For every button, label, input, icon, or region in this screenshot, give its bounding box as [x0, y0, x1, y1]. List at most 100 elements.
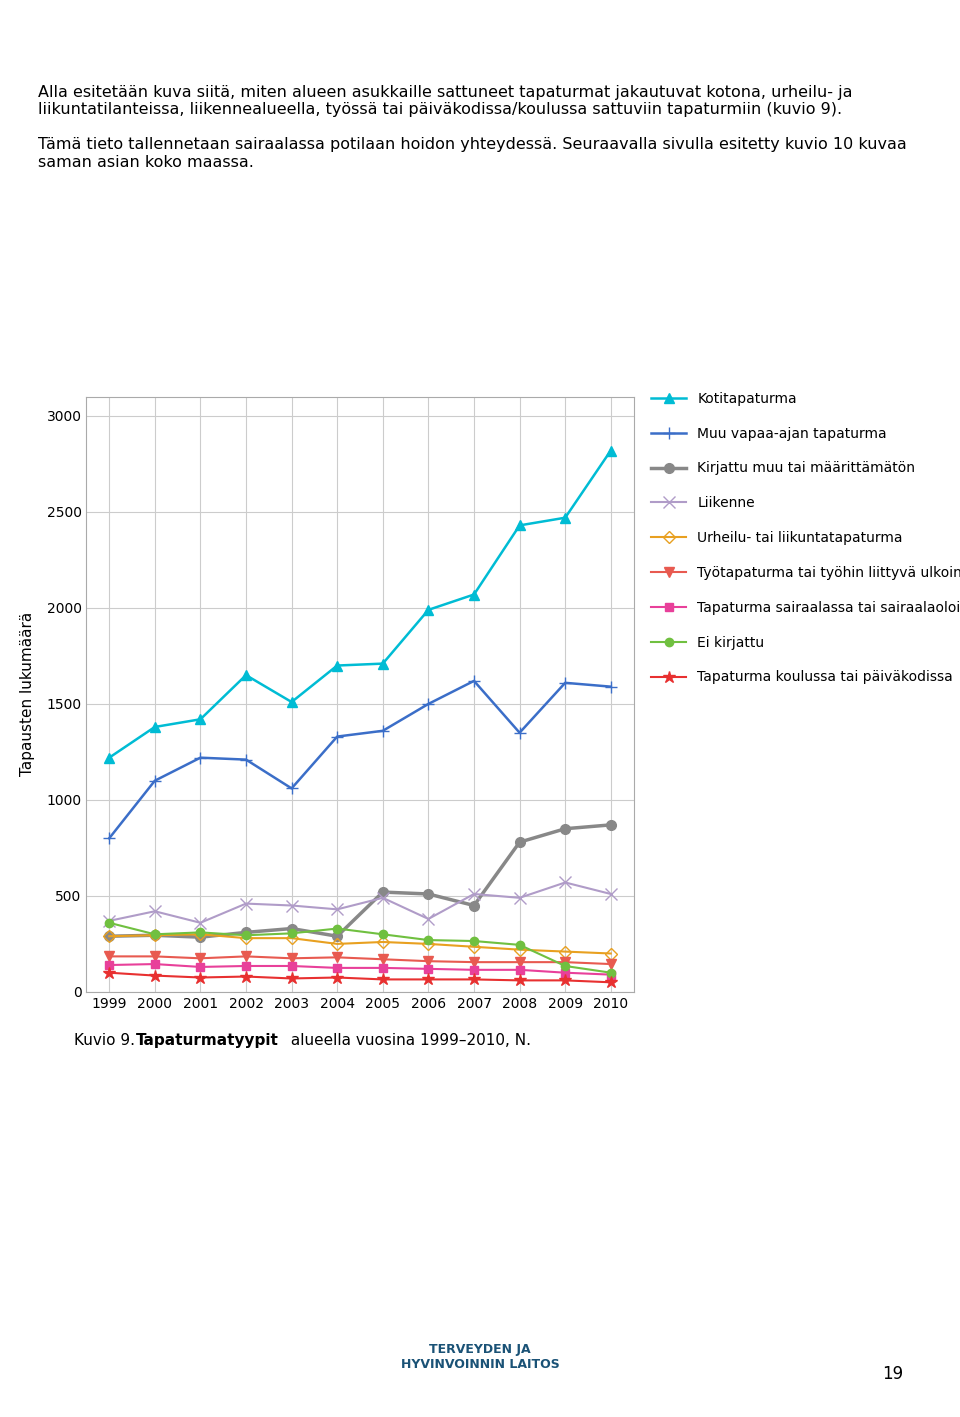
Työtapaturma tai työhin liittyvä ulkoinen tekijä — [377, 951, 389, 968]
Tapaturma sairaalassa tai sairaalaoloihin liittyvä ulkoinen tekijä — [104, 956, 115, 973]
Muu vapaa-ajan tapaturma — [149, 772, 160, 789]
Ei kirjattu — [286, 925, 298, 942]
Tapaturma koulussa tai päiväkodissa — [240, 968, 252, 985]
Kirjattu muu tai määrittämätön — [331, 928, 343, 945]
Kirjattu muu tai määrittämätön — [286, 920, 298, 937]
Urheilu- tai liikuntatapaturma — [468, 938, 480, 955]
Työtapaturma tai työhin liittyvä ulkoinen tekijä — [149, 948, 160, 965]
Kirjattu muu tai määrittämätön — [514, 833, 525, 850]
Kotitapaturma — [331, 657, 343, 674]
Ei kirjattu — [195, 924, 206, 941]
Urheilu- tai liikuntatapaturma — [560, 944, 571, 961]
Muu vapaa-ajan tapaturma — [195, 750, 206, 767]
Tapaturma koulussa tai päiväkodissa — [149, 966, 160, 983]
Text: Tapaturmatyypit: Tapaturmatyypit — [135, 1033, 278, 1049]
Line: Liikenne: Liikenne — [104, 877, 616, 928]
Kirjattu muu tai määrittämätön — [468, 897, 480, 914]
Ei kirjattu — [240, 927, 252, 944]
Liikenne — [104, 913, 115, 930]
Tapaturma koulussa tai päiväkodissa — [468, 971, 480, 988]
Kirjattu muu tai määrittämätön — [560, 820, 571, 837]
Liikenne — [468, 886, 480, 903]
Tapaturma sairaalassa tai sairaalaoloihin liittyvä ulkoinen tekijä — [377, 959, 389, 976]
Tapaturma koulussa tai päiväkodissa — [377, 971, 389, 988]
Muu vapaa-ajan tapaturma — [331, 728, 343, 745]
Liikenne — [377, 890, 389, 907]
Tapaturma sairaalassa tai sairaalaoloihin liittyvä ulkoinen tekijä — [422, 961, 434, 978]
Muu vapaa-ajan tapaturma — [240, 751, 252, 768]
Line: Kotitapaturma: Kotitapaturma — [105, 446, 615, 762]
Kirjattu muu tai määrittämätön — [605, 816, 616, 833]
Työtapaturma tai työhin liittyvä ulkoinen tekijä — [195, 949, 206, 966]
Liikenne — [240, 896, 252, 913]
Tapaturma sairaalassa tai sairaalaoloihin liittyvä ulkoinen tekijä — [605, 966, 616, 983]
Urheilu- tai liikuntatapaturma — [286, 930, 298, 947]
Urheilu- tai liikuntatapaturma — [514, 941, 525, 958]
Legend: Kotitapaturma, Muu vapaa-ajan tapaturma, Kirjattu muu tai määrittämätön, Liikenn: Kotitapaturma, Muu vapaa-ajan tapaturma,… — [652, 393, 960, 684]
Text: 19: 19 — [882, 1366, 903, 1383]
Kirjattu muu tai määrittämätön — [377, 884, 389, 901]
Muu vapaa-ajan tapaturma — [104, 830, 115, 847]
Tapaturma koulussa tai päiväkodissa — [560, 972, 571, 989]
Työtapaturma tai työhin liittyvä ulkoinen tekijä — [560, 954, 571, 971]
Ei kirjattu — [468, 932, 480, 949]
Muu vapaa-ajan tapaturma — [605, 679, 616, 696]
Kotitapaturma — [240, 666, 252, 683]
Tapaturma koulussa tai päiväkodissa — [195, 969, 206, 986]
Liikenne — [149, 903, 160, 920]
Tapaturma koulussa tai päiväkodissa — [514, 972, 525, 989]
Text: Alla esitetään kuva siitä, miten alueen asukkaille sattuneet tapaturmat jakautuv: Alla esitetään kuva siitä, miten alueen … — [38, 85, 907, 170]
Muu vapaa-ajan tapaturma — [468, 673, 480, 690]
Työtapaturma tai työhin liittyvä ulkoinen tekijä — [514, 954, 525, 971]
Line: Urheilu- tai liikuntatapaturma: Urheilu- tai liikuntatapaturma — [105, 930, 615, 958]
Urheilu- tai liikuntatapaturma — [377, 934, 389, 951]
Line: Kirjattu muu tai määrittämätön: Kirjattu muu tai määrittämätön — [105, 820, 615, 942]
Muu vapaa-ajan tapaturma — [422, 696, 434, 713]
Muu vapaa-ajan tapaturma — [286, 779, 298, 796]
Kotitapaturma — [149, 718, 160, 735]
Line: Työtapaturma tai työhin liittyvä ulkoinen tekijä: Työtapaturma tai työhin liittyvä ulkoine… — [105, 952, 615, 969]
Muu vapaa-ajan tapaturma — [514, 724, 525, 741]
Liikenne — [331, 901, 343, 918]
Tapaturma koulussa tai päiväkodissa — [422, 971, 434, 988]
Liikenne — [422, 911, 434, 928]
Kotitapaturma — [605, 442, 616, 459]
Ei kirjattu — [149, 925, 160, 942]
Muu vapaa-ajan tapaturma — [377, 723, 389, 740]
Kotitapaturma — [104, 750, 115, 767]
Kirjattu muu tai määrittämätön — [422, 886, 434, 903]
Urheilu- tai liikuntatapaturma — [240, 930, 252, 947]
Työtapaturma tai työhin liittyvä ulkoinen tekijä — [605, 955, 616, 972]
Työtapaturma tai työhin liittyvä ulkoinen tekijä — [468, 954, 480, 971]
Text: alueella vuosina 1999–2010, N.: alueella vuosina 1999–2010, N. — [286, 1033, 531, 1049]
Tapaturma sairaalassa tai sairaalaoloihin liittyvä ulkoinen tekijä — [195, 958, 206, 975]
Tapaturma sairaalassa tai sairaalaoloihin liittyvä ulkoinen tekijä — [560, 964, 571, 981]
Ei kirjattu — [560, 958, 571, 975]
Liikenne — [514, 890, 525, 907]
Tapaturma koulussa tai päiväkodissa — [104, 964, 115, 981]
Tapaturma sairaalassa tai sairaalaoloihin liittyvä ulkoinen tekijä — [468, 961, 480, 978]
Tapaturma sairaalassa tai sairaalaoloihin liittyvä ulkoinen tekijä — [149, 955, 160, 972]
Kirjattu muu tai määrittämätön — [149, 927, 160, 944]
Tapaturma koulussa tai päiväkodissa — [605, 973, 616, 990]
Ei kirjattu — [377, 925, 389, 942]
Line: Muu vapaa-ajan tapaturma: Muu vapaa-ajan tapaturma — [103, 674, 617, 845]
Tapaturma sairaalassa tai sairaalaoloihin liittyvä ulkoinen tekijä — [331, 959, 343, 976]
Liikenne — [286, 897, 298, 914]
Urheilu- tai liikuntatapaturma — [149, 927, 160, 944]
Urheilu- tai liikuntatapaturma — [104, 928, 115, 945]
Kotitapaturma — [468, 587, 480, 604]
Liikenne — [605, 886, 616, 903]
Kotitapaturma — [514, 517, 525, 534]
Ei kirjattu — [422, 931, 434, 948]
Line: Tapaturma koulussa tai päiväkodissa: Tapaturma koulussa tai päiväkodissa — [103, 966, 617, 989]
Line: Tapaturma sairaalassa tai sairaalaoloihin liittyvä ulkoinen tekijä: Tapaturma sairaalassa tai sairaalaoloihi… — [105, 959, 615, 979]
Ei kirjattu — [514, 937, 525, 954]
Liikenne — [560, 874, 571, 891]
Työtapaturma tai työhin liittyvä ulkoinen tekijä — [240, 948, 252, 965]
Muu vapaa-ajan tapaturma — [560, 674, 571, 691]
Text: TERVEYDEN JA
HYVINVOINNIN LAITOS: TERVEYDEN JA HYVINVOINNIN LAITOS — [400, 1343, 560, 1372]
Kirjattu muu tai määrittämätön — [104, 928, 115, 945]
Liikenne — [195, 914, 206, 931]
Urheilu- tai liikuntatapaturma — [422, 935, 434, 952]
